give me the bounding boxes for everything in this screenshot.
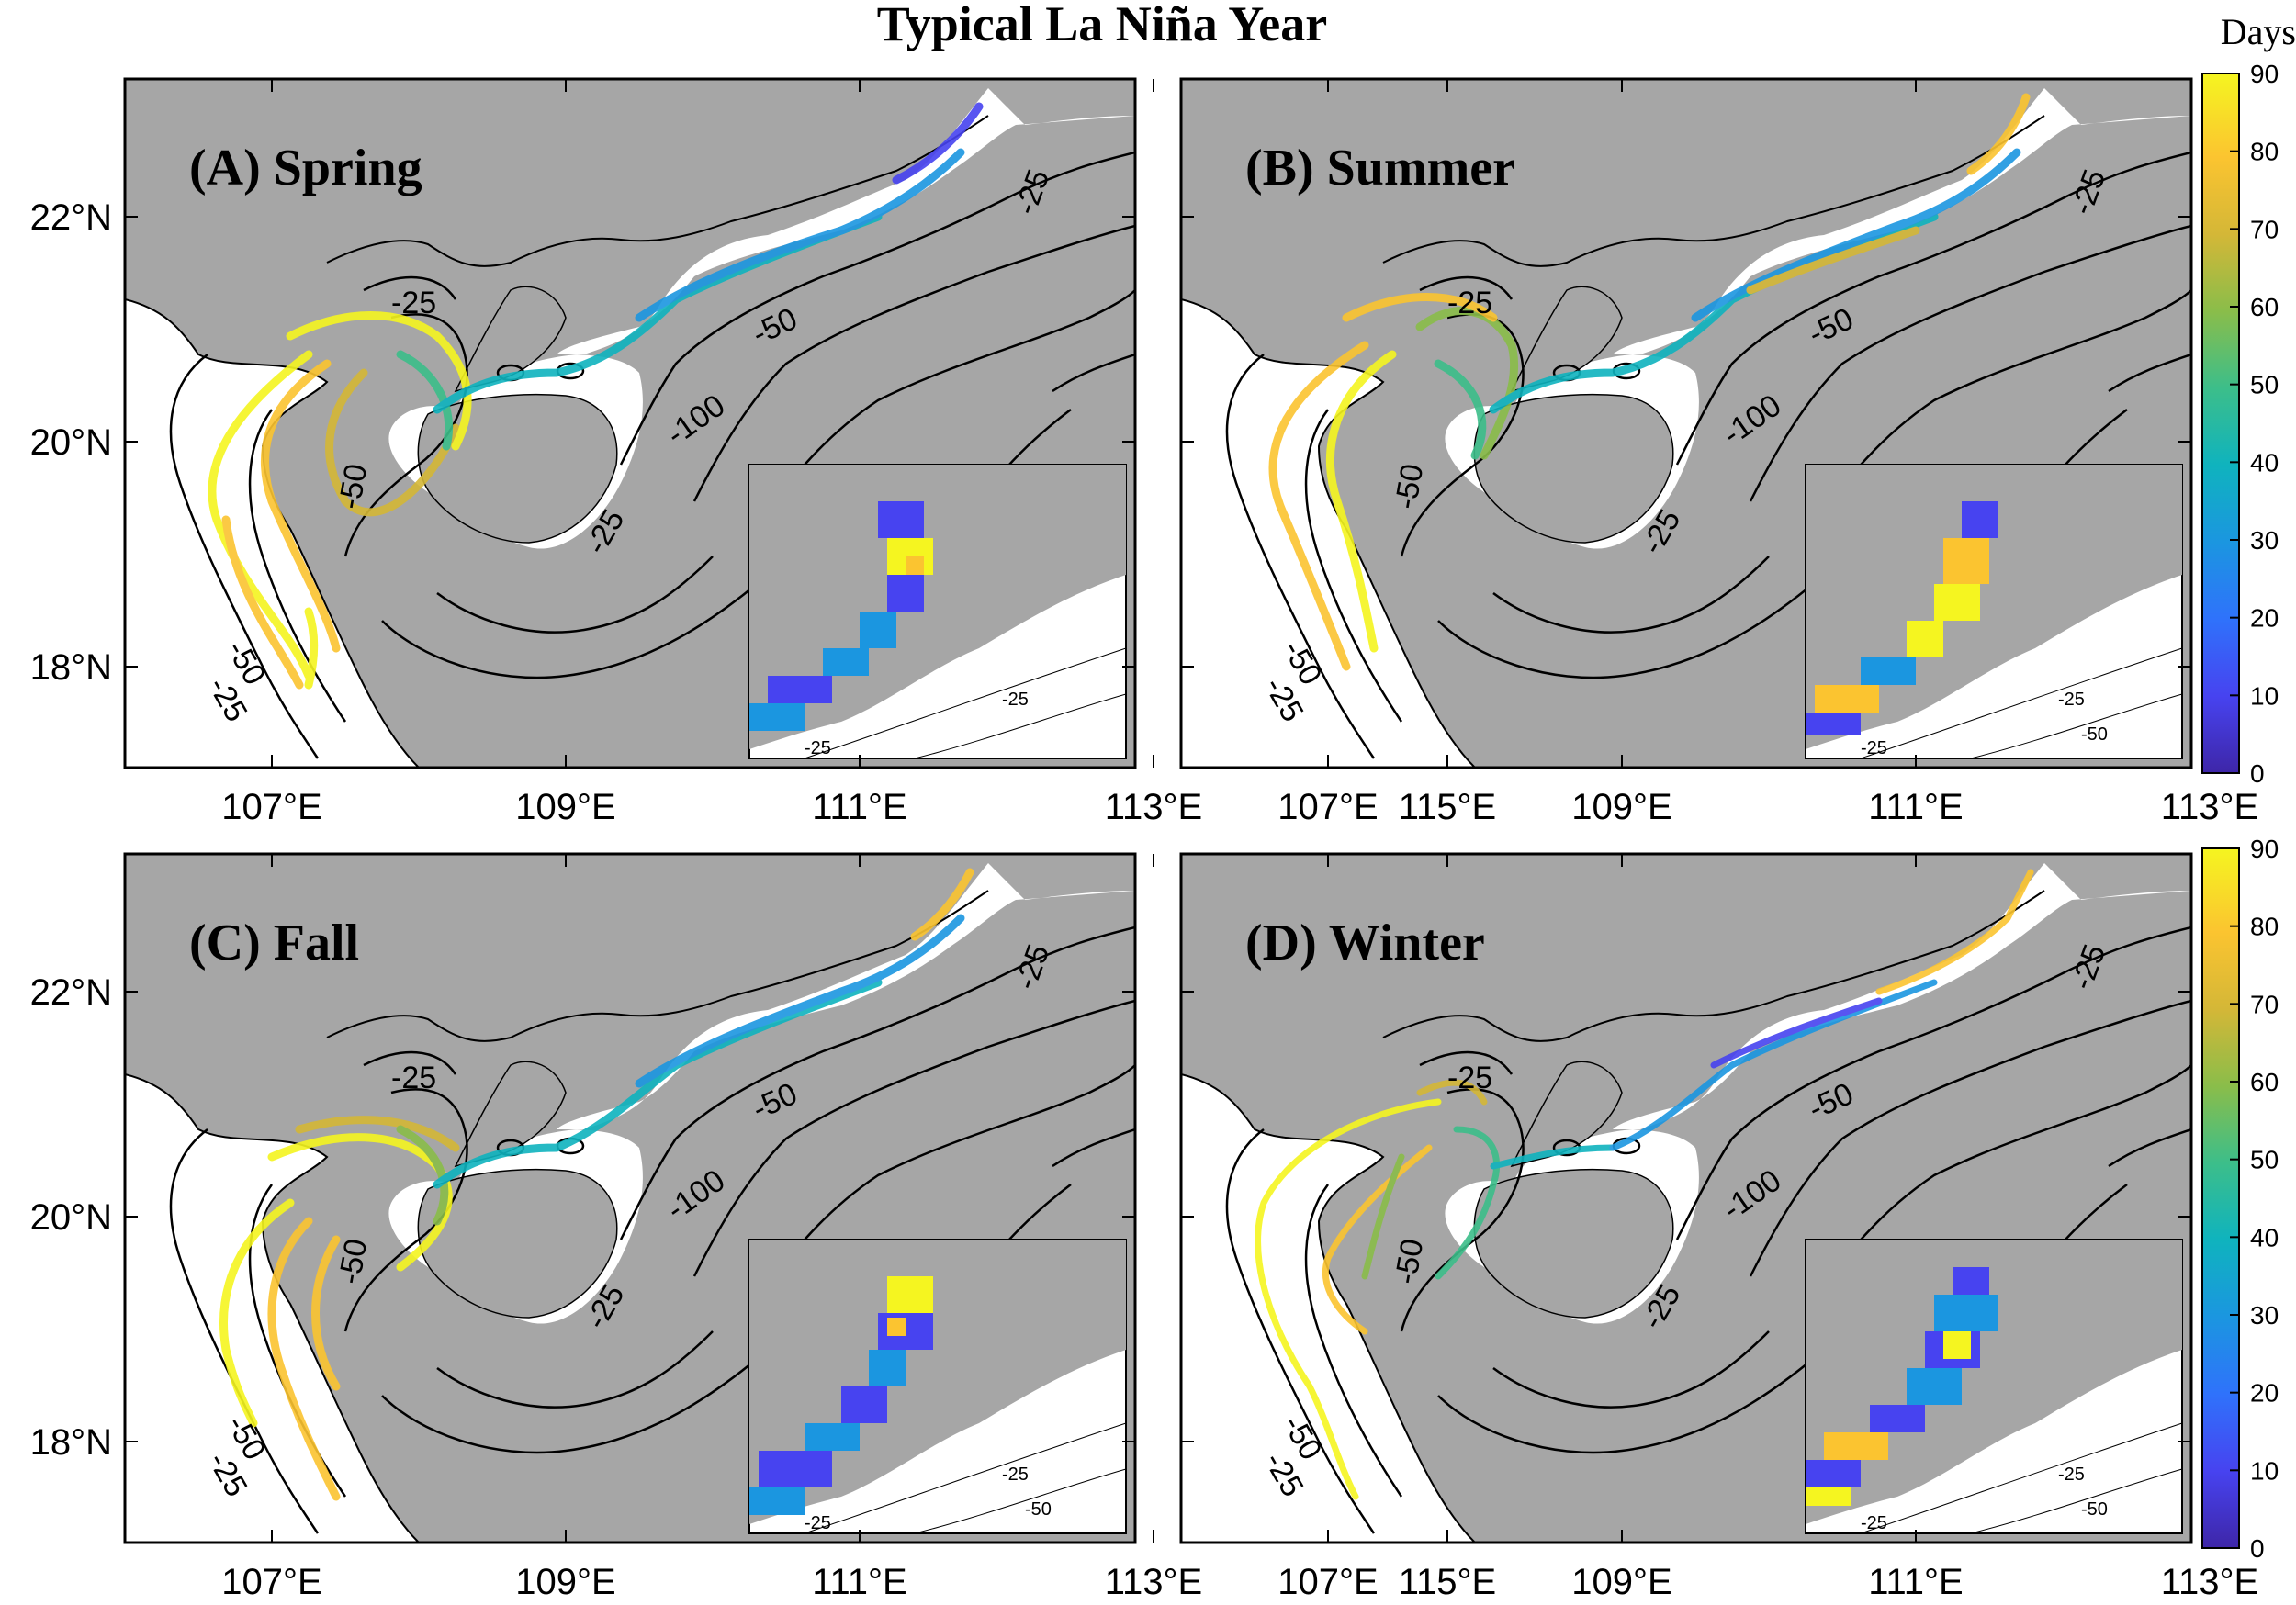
lon-label: 115°E	[1399, 787, 1496, 827]
inset-isobath-label: -25	[805, 738, 831, 758]
colorbar-tick-label: 90	[2250, 835, 2279, 863]
colorbar-title: Days	[2221, 11, 2296, 52]
inset-isobath-label: -25	[2058, 690, 2085, 710]
lon-label: 113°E	[2161, 1562, 2258, 1602]
panel-winter: -25 -50 -50 -25 -25 -50 -100 -25 (D) Win…	[1179, 852, 2193, 1544]
particle-tracks	[219, 868, 974, 1501]
colorbar-tick-label: 50	[2250, 371, 2279, 399]
colorbar-tick-label: 40	[2250, 448, 2279, 477]
panel-label: (A) Spring	[189, 140, 422, 196]
map-area: -25 -50 -50 -25 -25 -50 -100 -25 (A) Spr…	[125, 79, 1135, 768]
colorbar-top: 0 10 20 30 40 50 60 70 80 90	[2201, 60, 2279, 788]
isobath-label: -50	[1388, 461, 1430, 511]
particle-tracks	[208, 102, 984, 690]
colorbar-tick-label: 70	[2250, 990, 2279, 1018]
colorbar-bottom: 0 10 20 30 40 50 60 70 80 90	[2201, 835, 2279, 1563]
map-area: -25 -50 -50 -25 -25 -50 -100 -25 (D) Win…	[1181, 854, 2191, 1543]
isobath-label: -25	[1447, 1061, 1492, 1095]
colorbar-ticks: 0 10 20 30 40 50 60 70 80 90	[2230, 60, 2279, 788]
inset-isobath-label: -50	[2081, 1499, 2108, 1520]
inset-map: -25 -25	[748, 464, 1127, 759]
colorbar-tick-label: 0	[2250, 1534, 2265, 1563]
colorbar-tick-label: 30	[2250, 526, 2279, 555]
figure-title: Typical La Niña Year	[877, 0, 1328, 51]
lon-label: 107°E	[1277, 787, 1378, 827]
lon-label: 109°E	[1571, 1562, 1671, 1602]
colorbar-tick-label: 40	[2250, 1223, 2279, 1251]
colorbar-tick-label: 70	[2250, 215, 2279, 243]
lon-label: 115°E	[1399, 1562, 1496, 1602]
lon-label: 111°E	[812, 1562, 906, 1602]
isobath-label: -50	[332, 1236, 374, 1286]
inset-isobath-label: -25	[1002, 1465, 1029, 1485]
particle-tracks	[1255, 869, 2034, 1500]
colorbar-tick-label: 30	[2250, 1301, 2279, 1330]
colorbar-tick-label: 50	[2250, 1146, 2279, 1174]
colorbar-tick-label: 20	[2250, 604, 2279, 633]
isobath-label: -25	[391, 286, 436, 320]
colorbar-tick-label: 20	[2250, 1379, 2279, 1408]
particle-tracks	[1268, 93, 2031, 671]
inset-isobath-label: -50	[2081, 724, 2108, 745]
panel-spring: -25 -50 -50 -25 -25 -50 -100 -25 (A) Spr…	[123, 77, 1137, 769]
inset-isobath-label: -50	[1025, 1499, 1052, 1520]
colorbar-tick-label: 10	[2250, 681, 2279, 710]
colorbar-tick-label: 90	[2250, 60, 2279, 88]
panel-label: (C) Fall	[189, 915, 359, 971]
colorbar-tick-label: 60	[2250, 1068, 2279, 1096]
lat-label: 20°N	[30, 1197, 112, 1238]
colorbar-tick-label: 80	[2250, 138, 2279, 166]
inset-isobath-label: -25	[1002, 690, 1029, 710]
inset-isobath-label: -25	[805, 1513, 831, 1533]
colorbar-ticks: 0 10 20 30 40 50 60 70 80 90	[2230, 835, 2279, 1563]
isobath-label: -50	[332, 461, 374, 511]
colorbar-tick-label: 60	[2250, 293, 2279, 321]
lat-label: 18°N	[30, 647, 112, 688]
lon-label: 107°E	[221, 1562, 321, 1602]
lon-label: 113°E	[2161, 787, 2258, 827]
isobath-label: -25	[1447, 286, 1492, 320]
lon-label: 107°E	[221, 787, 321, 827]
axis-labels: 107°E 109°E 111°E 113°E 115°E 22°N 20°N 18°N 107…	[30, 197, 2259, 1602]
lon-label: 109°E	[515, 787, 615, 827]
inset-isobath-label: -25	[2058, 1465, 2085, 1485]
lat-label: 20°N	[30, 422, 112, 463]
inset-map: -25 -25 -50	[748, 1239, 1127, 1534]
lon-label: 111°E	[812, 787, 906, 827]
panel-fall: -25 -50 -50 -25 -25 -50 -100 -25 (C) Fal…	[123, 852, 1137, 1544]
colorbar-tick-label: 80	[2250, 913, 2279, 941]
isobath-label: -25	[391, 1061, 436, 1095]
colorbar-tick-label: 10	[2250, 1456, 2279, 1485]
inset-map: -25 -25 -50	[1805, 1239, 2183, 1534]
panel-label: (D) Winter	[1245, 915, 1485, 971]
colorbar-tick-label: 0	[2250, 759, 2265, 788]
inset-isobath-label: -25	[1861, 1513, 1887, 1533]
lon-label: 109°E	[1571, 787, 1671, 827]
lat-label: 18°N	[30, 1422, 112, 1463]
lat-label: 22°N	[30, 972, 112, 1013]
lon-label: 111°E	[1868, 787, 1963, 827]
isobath-label: -50	[1388, 1236, 1430, 1286]
inset-map: -25 -25 -50	[1805, 464, 2183, 759]
panel-label: (B) Summer	[1245, 140, 1515, 196]
lon-label: 111°E	[1868, 1562, 1963, 1602]
map-area: -25 -50 -50 -25 -25 -50 -100 -25 (C) Fal…	[125, 854, 1135, 1543]
lon-label: 113°E	[1105, 1562, 1202, 1602]
lat-label: 22°N	[30, 197, 112, 238]
lon-label: 113°E	[1105, 787, 1202, 827]
panel-summer: -25 -50 -50 -25 -25 -50 -100 -25 (B) Sum…	[1179, 77, 2193, 769]
map-area: -25 -50 -50 -25 -25 -50 -100 -25 (B) Sum…	[1181, 79, 2191, 768]
lon-label: 109°E	[515, 1562, 615, 1602]
lon-label: 107°E	[1277, 1562, 1378, 1602]
inset-isobath-label: -25	[1861, 738, 1887, 758]
